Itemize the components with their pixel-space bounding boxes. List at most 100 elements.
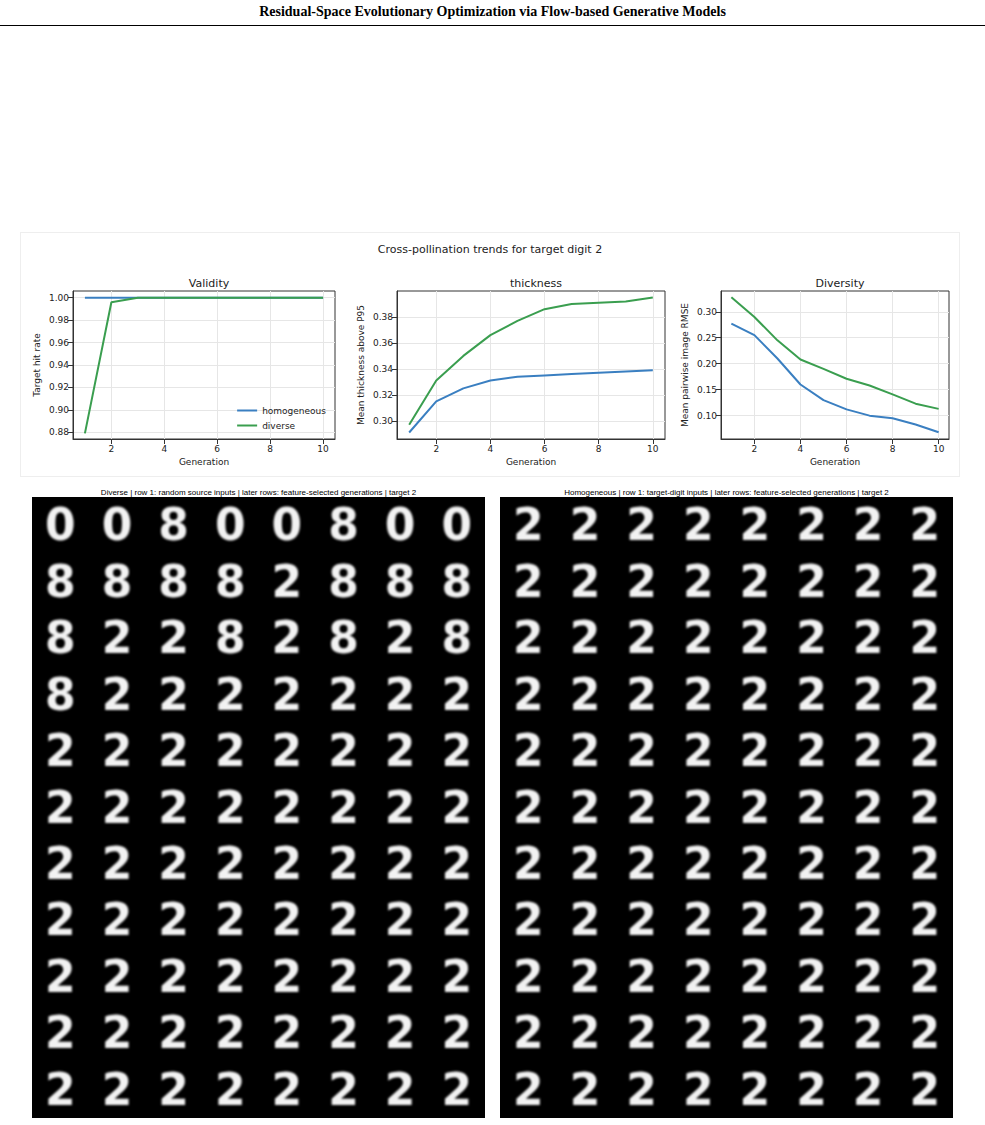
svg-text:2: 2 <box>215 782 246 833</box>
svg-text:0: 0 <box>385 499 416 550</box>
svg-text:2: 2 <box>740 1064 771 1115</box>
svg-text:8: 8 <box>158 499 189 550</box>
svg-text:2: 2 <box>853 838 884 889</box>
svg-text:2: 2 <box>683 838 714 889</box>
svg-text:2: 2 <box>158 669 189 720</box>
svg-text:2: 2 <box>909 838 940 889</box>
svg-text:2: 2 <box>513 894 544 945</box>
svg-text:2: 2 <box>683 612 714 663</box>
svg-text:2: 2 <box>909 612 940 663</box>
svg-text:2: 2 <box>272 951 303 1002</box>
svg-text:2: 2 <box>909 725 940 776</box>
svg-text:Homogeneous | row 1: target-di: Homogeneous | row 1: target-digit inputs… <box>564 488 889 497</box>
svg-text:2: 2 <box>102 669 133 720</box>
svg-text:2: 2 <box>441 1007 472 1058</box>
svg-text:8: 8 <box>441 556 472 607</box>
svg-text:2: 2 <box>513 1064 544 1115</box>
svg-text:Mean thickness above P95: Mean thickness above P95 <box>356 305 366 425</box>
svg-text:2: 2 <box>626 612 657 663</box>
svg-text:0.92: 0.92 <box>49 382 69 392</box>
svg-text:2: 2 <box>215 1064 246 1115</box>
svg-text:homogeneous: homogeneous <box>262 406 326 416</box>
svg-text:2: 2 <box>626 838 657 889</box>
svg-text:0.96: 0.96 <box>49 338 69 348</box>
svg-text:2: 2 <box>683 894 714 945</box>
svg-text:2: 2 <box>102 725 133 776</box>
svg-text:2: 2 <box>215 838 246 889</box>
svg-text:2: 2 <box>796 556 827 607</box>
svg-text:2: 2 <box>570 499 601 550</box>
svg-text:2: 2 <box>215 894 246 945</box>
svg-text:2: 2 <box>45 725 76 776</box>
svg-text:2: 2 <box>215 669 246 720</box>
svg-text:diverse: diverse <box>262 421 295 431</box>
svg-text:2: 2 <box>740 782 771 833</box>
svg-text:2: 2 <box>570 838 601 889</box>
svg-text:2: 2 <box>385 838 416 889</box>
svg-text:2: 2 <box>626 951 657 1002</box>
svg-text:Target hit rate: Target hit rate <box>32 333 42 398</box>
svg-text:2: 2 <box>385 951 416 1002</box>
svg-text:2: 2 <box>328 782 359 833</box>
svg-text:0.10: 0.10 <box>697 411 717 421</box>
svg-text:2: 2 <box>513 782 544 833</box>
svg-text:2: 2 <box>683 499 714 550</box>
svg-text:2: 2 <box>740 894 771 945</box>
svg-text:2: 2 <box>796 725 827 776</box>
svg-text:2: 2 <box>740 556 771 607</box>
svg-text:2: 2 <box>272 725 303 776</box>
svg-text:2: 2 <box>683 1007 714 1058</box>
svg-text:2: 2 <box>853 951 884 1002</box>
svg-text:2: 2 <box>853 499 884 550</box>
svg-text:4: 4 <box>488 444 494 454</box>
svg-text:0.36: 0.36 <box>373 338 393 348</box>
svg-text:2: 2 <box>441 782 472 833</box>
svg-text:0.98: 0.98 <box>49 315 69 325</box>
svg-text:2: 2 <box>570 894 601 945</box>
svg-text:2: 2 <box>853 1064 884 1115</box>
svg-text:2: 2 <box>328 894 359 945</box>
svg-text:2: 2 <box>102 951 133 1002</box>
svg-text:0.34: 0.34 <box>373 364 393 374</box>
svg-text:0.15: 0.15 <box>697 385 717 395</box>
svg-text:2: 2 <box>740 499 771 550</box>
svg-text:2: 2 <box>683 556 714 607</box>
svg-text:2: 2 <box>441 669 472 720</box>
svg-text:2: 2 <box>909 669 940 720</box>
svg-text:2: 2 <box>158 725 189 776</box>
svg-text:2: 2 <box>385 612 416 663</box>
svg-text:4: 4 <box>798 444 804 454</box>
svg-text:2: 2 <box>45 1007 76 1058</box>
svg-text:2: 2 <box>158 1064 189 1115</box>
svg-text:2: 2 <box>109 444 115 454</box>
svg-text:2: 2 <box>158 782 189 833</box>
svg-text:2: 2 <box>441 894 472 945</box>
svg-text:2: 2 <box>740 725 771 776</box>
svg-text:2: 2 <box>796 612 827 663</box>
svg-text:2: 2 <box>158 951 189 1002</box>
svg-text:2: 2 <box>513 669 544 720</box>
svg-text:2: 2 <box>853 782 884 833</box>
svg-text:8: 8 <box>45 612 76 663</box>
svg-text:2: 2 <box>570 1007 601 1058</box>
svg-text:8: 8 <box>328 499 359 550</box>
svg-text:2: 2 <box>626 894 657 945</box>
svg-text:2: 2 <box>272 782 303 833</box>
svg-text:Generation: Generation <box>506 457 556 467</box>
svg-text:Validity: Validity <box>189 277 230 290</box>
svg-text:2: 2 <box>626 725 657 776</box>
svg-text:2: 2 <box>570 1064 601 1115</box>
svg-text:2: 2 <box>626 782 657 833</box>
svg-text:2: 2 <box>441 1064 472 1115</box>
svg-text:2: 2 <box>909 951 940 1002</box>
svg-text:2: 2 <box>683 725 714 776</box>
svg-text:2: 2 <box>796 838 827 889</box>
svg-text:6: 6 <box>542 444 548 454</box>
svg-text:2: 2 <box>385 725 416 776</box>
svg-text:2: 2 <box>683 951 714 1002</box>
svg-text:2: 2 <box>513 1007 544 1058</box>
svg-text:0.90: 0.90 <box>49 405 69 415</box>
svg-text:0.94: 0.94 <box>49 360 69 370</box>
svg-text:0.32: 0.32 <box>373 390 393 400</box>
svg-text:2: 2 <box>102 782 133 833</box>
